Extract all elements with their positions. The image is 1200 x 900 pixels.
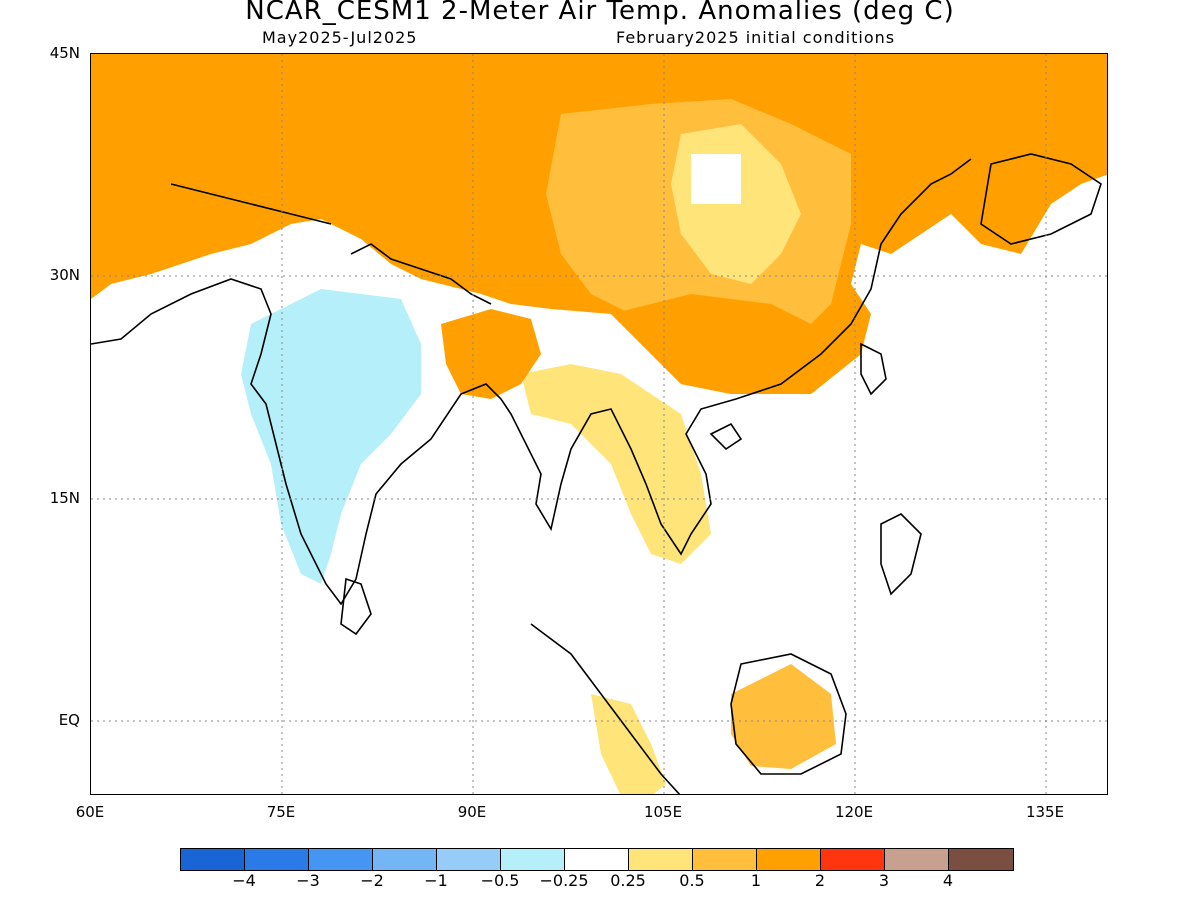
lon-label-135e: 135E	[1025, 803, 1065, 821]
colorbar-swatch	[821, 849, 885, 870]
colorbar-tick-label: 4	[942, 871, 954, 890]
colorbar-swatch	[693, 849, 757, 870]
colorbar-tick-label: −2	[360, 871, 384, 890]
colorbar-swatch	[565, 849, 629, 870]
colorbar-tick-label: 1	[750, 871, 762, 890]
colorbar-tick-label: −1	[424, 871, 448, 890]
lat-label-eq: EQ	[58, 711, 80, 729]
colorbar-tick-label: 3	[878, 871, 890, 890]
coastlines	[91, 153, 1102, 794]
anomaly-fill-lightcyan-india	[241, 289, 421, 584]
colorbar-tick-label: −0.25	[539, 871, 589, 890]
graticule	[91, 54, 1107, 794]
initial-conditions: February2025 initial conditions	[616, 28, 896, 47]
colorbar-swatch	[309, 849, 373, 870]
map-title: NCAR_CESM1 2-Meter Air Temp. Anomalies (…	[245, 0, 955, 26]
anomaly-fill-white-spot	[691, 154, 741, 204]
lon-label-60e: 60E	[75, 803, 105, 821]
colorbar-tick-label: 0.25	[610, 871, 646, 890]
colorbar-swatch	[757, 849, 821, 870]
lon-label-75e: 75E	[266, 803, 296, 821]
forecast-period: May2025-Jul2025	[262, 28, 418, 47]
anomaly-fill-yellow-sumatra	[591, 694, 666, 794]
colorbar-swatch	[949, 849, 1013, 870]
lat-label-45n: 45N	[49, 44, 80, 62]
colorbar-tick-label: 2	[814, 871, 826, 890]
anomaly-fill-orange-southchina	[611, 294, 861, 394]
lon-label-90e: 90E	[457, 803, 487, 821]
anomaly-fill-orange-bangladesh	[441, 309, 541, 399]
colorbar-swatch	[629, 849, 693, 870]
lon-label-120e: 120E	[834, 803, 874, 821]
colorbar-swatch	[501, 849, 565, 870]
colorbar-swatch	[437, 849, 501, 870]
anomaly-fill-orange-borneo	[731, 664, 836, 769]
anomaly-fill-yellow-indochina	[521, 364, 711, 564]
colorbar-swatch	[885, 849, 949, 870]
colorbar-tick-label: −0.5	[480, 871, 520, 890]
colorbar-tick-label: −4	[232, 871, 256, 890]
lon-label-105e: 105E	[643, 803, 683, 821]
colorbar-tick-label: 0.5	[679, 871, 705, 890]
colorbar-swatch	[373, 849, 437, 870]
lat-label-15n: 15N	[49, 489, 80, 507]
colorbar-swatch	[245, 849, 309, 870]
lat-label-30n: 30N	[49, 266, 80, 284]
colorbar-swatch	[181, 849, 245, 870]
colorbar	[180, 848, 1014, 871]
anomaly-map	[90, 53, 1108, 795]
colorbar-tick-label: −3	[296, 871, 320, 890]
